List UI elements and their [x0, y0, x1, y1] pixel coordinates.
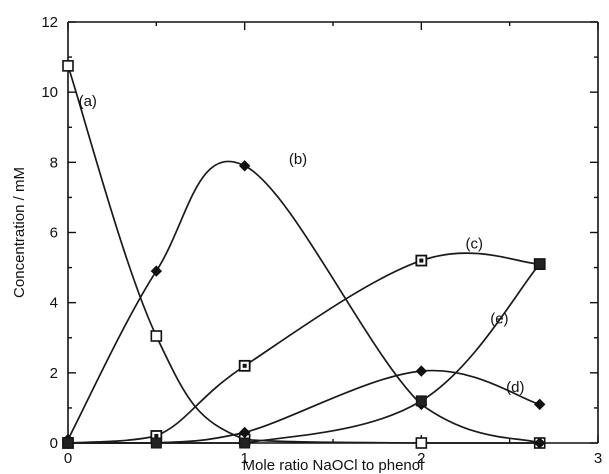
series-labels: (a) (b) (c) (d) (e) — [79, 93, 525, 396]
series-d-label: (d) — [506, 379, 524, 396]
series-a-line — [67, 65, 541, 444]
series-b-point — [533, 437, 546, 449]
series-a-point — [415, 437, 428, 449]
series-d-line — [67, 369, 541, 444]
y-tick-label: 10 — [41, 84, 58, 101]
series-c-point-dot — [242, 363, 247, 368]
series-e-line — [67, 263, 541, 444]
markers — [62, 60, 546, 449]
series-c-label: (c) — [466, 235, 484, 252]
y-tick-label: 12 — [41, 14, 58, 31]
x-tick-label: 0 — [64, 450, 72, 467]
y-tick-label: 6 — [50, 225, 58, 242]
series-a-label: (a) — [79, 93, 97, 110]
x-tick-label: 3 — [594, 450, 602, 467]
series-a-point — [150, 330, 163, 342]
y-axis-label: Concentration / mM — [11, 167, 28, 298]
y-tick-label: 0 — [50, 435, 58, 452]
series-e-point — [534, 258, 546, 270]
series-b-label: (b) — [289, 151, 307, 168]
series-e-label: (e) — [490, 311, 508, 328]
x-tick-label: 2 — [417, 450, 425, 467]
curves — [67, 65, 541, 444]
y-tick-label: 8 — [50, 154, 58, 171]
series-c-point-dot — [419, 258, 424, 263]
series-e-point — [150, 437, 162, 449]
series-b-line — [67, 160, 541, 444]
series-c-point-dot — [154, 433, 159, 438]
series-a-point — [62, 60, 74, 72]
x-axis-label: Mole ratio NaOCl to phenol — [243, 457, 424, 474]
x-tick-label: 1 — [240, 450, 248, 467]
series-d-point — [533, 398, 546, 411]
series-b-point — [238, 160, 251, 172]
series-b-point — [150, 265, 163, 277]
series-e-point — [415, 395, 427, 407]
series-e-point — [62, 437, 74, 449]
y-tick-label: 4 — [50, 295, 58, 312]
series-e-point — [239, 437, 251, 449]
series-c-line — [67, 252, 541, 444]
series-d-point — [238, 426, 251, 439]
y-tick-label: 2 — [50, 365, 58, 382]
series-d-point — [415, 365, 428, 377]
